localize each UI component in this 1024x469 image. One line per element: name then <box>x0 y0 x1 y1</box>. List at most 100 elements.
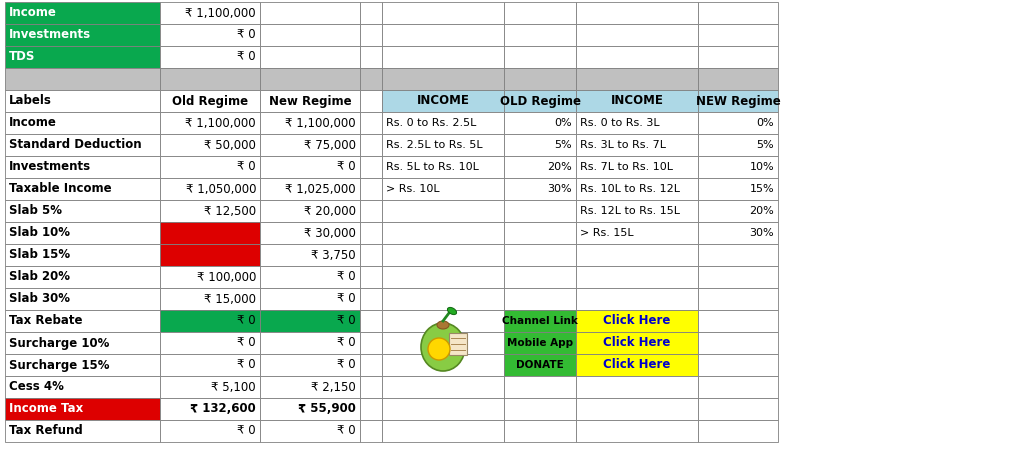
Text: ₹ 0: ₹ 0 <box>337 336 356 349</box>
Bar <box>504 420 575 442</box>
Text: ₹ 12,500: ₹ 12,500 <box>204 204 256 218</box>
Text: Rs. 3L to Rs. 7L: Rs. 3L to Rs. 7L <box>580 140 666 150</box>
Bar <box>575 90 698 112</box>
Bar <box>698 178 778 200</box>
Bar <box>5 178 160 200</box>
Bar <box>5 24 160 46</box>
Bar <box>575 354 698 376</box>
Bar <box>5 398 160 420</box>
Bar <box>160 112 260 134</box>
Bar <box>260 68 360 90</box>
Text: ₹ 0: ₹ 0 <box>238 336 256 349</box>
Bar <box>382 134 504 156</box>
Bar <box>260 266 360 288</box>
Bar <box>575 24 698 46</box>
Bar <box>5 90 160 112</box>
Bar <box>575 112 698 134</box>
Bar <box>504 376 575 398</box>
Text: Income Tax: Income Tax <box>9 402 83 416</box>
Text: Slab 5%: Slab 5% <box>9 204 62 218</box>
Bar <box>260 222 360 244</box>
Text: Taxable Income: Taxable Income <box>9 182 112 196</box>
Bar <box>260 134 360 156</box>
Text: 0%: 0% <box>757 118 774 128</box>
Bar <box>382 266 504 288</box>
Text: ₹ 1,100,000: ₹ 1,100,000 <box>185 116 256 129</box>
Text: ₹ 1,100,000: ₹ 1,100,000 <box>286 116 356 129</box>
Text: > Rs. 15L: > Rs. 15L <box>580 228 634 238</box>
Bar <box>382 68 504 90</box>
Bar <box>698 112 778 134</box>
Bar <box>504 90 575 112</box>
Bar <box>260 398 360 420</box>
Bar <box>698 310 778 332</box>
Bar <box>360 354 382 376</box>
Text: Mobile App: Mobile App <box>507 338 573 348</box>
Bar <box>160 354 260 376</box>
Bar <box>260 2 360 24</box>
Bar <box>382 398 504 420</box>
Bar <box>698 420 778 442</box>
Bar <box>5 420 160 442</box>
Text: Slab 15%: Slab 15% <box>9 249 70 262</box>
Text: Click Here: Click Here <box>603 315 671 327</box>
Bar <box>575 288 698 310</box>
Text: ₹ 0: ₹ 0 <box>238 51 256 63</box>
Bar <box>5 134 160 156</box>
Text: Labels: Labels <box>9 94 52 107</box>
Text: ₹ 20,000: ₹ 20,000 <box>304 204 356 218</box>
Bar <box>160 332 260 354</box>
Text: ₹ 100,000: ₹ 100,000 <box>197 271 256 283</box>
Ellipse shape <box>437 321 449 329</box>
Text: Surcharge 15%: Surcharge 15% <box>9 358 110 371</box>
Bar <box>575 266 698 288</box>
Bar <box>360 288 382 310</box>
Bar <box>360 134 382 156</box>
Bar <box>260 178 360 200</box>
Bar <box>382 420 504 442</box>
Text: ₹ 0: ₹ 0 <box>238 160 256 174</box>
Text: ₹ 30,000: ₹ 30,000 <box>304 227 356 240</box>
Text: 15%: 15% <box>750 184 774 194</box>
Text: Investments: Investments <box>9 29 91 41</box>
Text: ₹ 0: ₹ 0 <box>238 29 256 41</box>
Bar <box>160 134 260 156</box>
Bar <box>260 90 360 112</box>
Bar <box>504 24 575 46</box>
Text: ₹ 0: ₹ 0 <box>337 271 356 283</box>
Bar <box>160 288 260 310</box>
Text: Cess 4%: Cess 4% <box>9 380 63 393</box>
Bar <box>382 288 504 310</box>
Text: OLD Regime: OLD Regime <box>500 94 581 107</box>
Bar <box>160 90 260 112</box>
Text: ₹ 0: ₹ 0 <box>238 424 256 438</box>
Bar <box>382 178 504 200</box>
Bar <box>5 68 160 90</box>
Bar <box>160 420 260 442</box>
Text: 20%: 20% <box>750 206 774 216</box>
Bar <box>698 332 778 354</box>
Bar <box>260 310 360 332</box>
Bar <box>698 222 778 244</box>
Text: NEW Regime: NEW Regime <box>695 94 780 107</box>
Bar <box>575 68 698 90</box>
Bar <box>5 266 160 288</box>
Text: Income: Income <box>9 7 57 20</box>
Bar <box>382 310 504 332</box>
Text: Tax Refund: Tax Refund <box>9 424 83 438</box>
Text: ₹ 2,150: ₹ 2,150 <box>311 380 356 393</box>
Text: ₹ 55,900: ₹ 55,900 <box>298 402 356 416</box>
Bar <box>160 244 260 266</box>
Ellipse shape <box>447 307 457 315</box>
Bar <box>575 398 698 420</box>
Text: Channel Link: Channel Link <box>502 316 578 326</box>
Text: Click Here: Click Here <box>603 358 671 371</box>
Bar <box>698 354 778 376</box>
Text: ₹ 75,000: ₹ 75,000 <box>304 138 356 151</box>
Text: Rs. 0 to Rs. 2.5L: Rs. 0 to Rs. 2.5L <box>386 118 476 128</box>
Bar <box>5 156 160 178</box>
Bar <box>160 222 260 244</box>
Text: Rs. 5L to Rs. 10L: Rs. 5L to Rs. 10L <box>386 162 479 172</box>
Bar <box>382 354 504 376</box>
Text: Rs. 12L to Rs. 15L: Rs. 12L to Rs. 15L <box>580 206 680 216</box>
